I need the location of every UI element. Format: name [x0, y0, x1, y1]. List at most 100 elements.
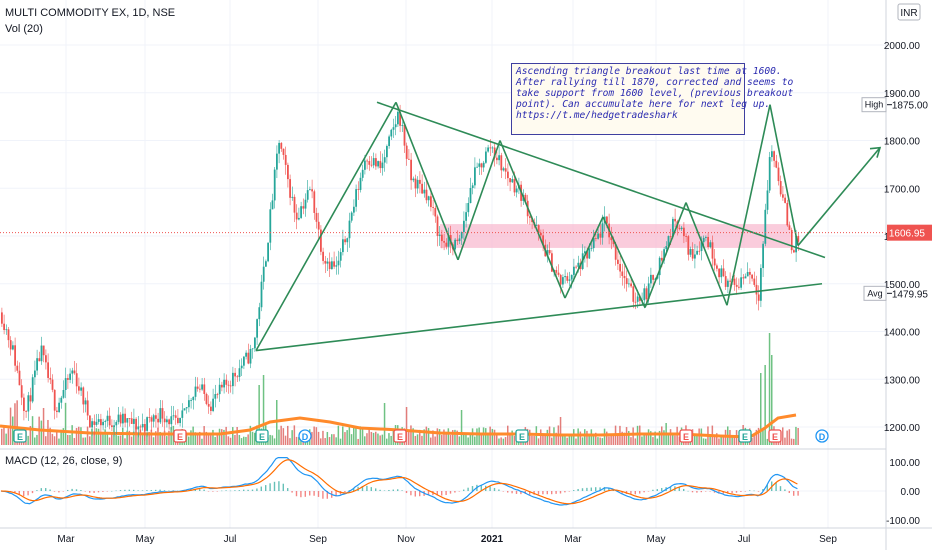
candle-body: [113, 425, 115, 427]
volume-bar: [280, 425, 282, 445]
macd-histogram-bar: [559, 491, 562, 494]
volume-bar: [128, 430, 131, 445]
note-link[interactable]: https://t.me/hedgetradeshark: [516, 110, 678, 121]
time-axis[interactable]: Mar May Jul Sep Nov 2021 Mar May Jul Sep: [57, 534, 837, 545]
zigzag-segment: [797, 147, 881, 247]
volume-bar: [350, 434, 353, 445]
macd-histogram-bar: [696, 491, 698, 493]
volume-bar: [476, 428, 478, 445]
volume-indicator-label[interactable]: Vol (20): [5, 23, 43, 35]
volume-bar: [117, 435, 120, 445]
volume-bar: [511, 430, 513, 445]
earnings-label: E: [397, 432, 403, 442]
macd-histogram-bar: [498, 489, 500, 491]
volume-bar: [205, 431, 208, 445]
candle-wick: [428, 195, 429, 207]
volume-bar: [381, 434, 384, 445]
candle-body: [617, 259, 619, 264]
candle-body: [566, 276, 569, 281]
macd-histogram-bar: [731, 491, 733, 494]
candle-wick: [56, 406, 58, 418]
candle-body: [289, 179, 291, 198]
volume-bar: [199, 431, 201, 445]
volume-bar: [474, 436, 476, 445]
candle-body: [757, 294, 760, 301]
volume-bar: [531, 435, 533, 445]
candle-wick: [74, 360, 75, 375]
macd-axis[interactable]: 100.00 0.00 -100.00: [886, 458, 920, 527]
currency-badge[interactable]: [897, 3, 921, 21]
candle-wick: [674, 208, 676, 227]
earnings-marker: [13, 429, 27, 443]
volume-bar: [410, 425, 412, 445]
volume-bar: [273, 438, 276, 445]
macd-histogram-bar: [652, 489, 654, 491]
candle-body: [361, 169, 364, 178]
volume-bar: [555, 432, 557, 445]
candle-body: [179, 417, 181, 424]
volume-bar: [150, 429, 153, 445]
candle-wick: [190, 397, 192, 409]
candle-body: [524, 194, 527, 201]
macd-histogram-bar: [709, 491, 711, 492]
candle-wick: [151, 415, 152, 432]
candle-body: [166, 419, 168, 423]
volume-bar: [416, 434, 419, 445]
candle-body: [465, 212, 467, 221]
candle-body: [104, 420, 107, 422]
macd-histogram-bar: [203, 489, 205, 491]
candle-body: [614, 244, 617, 260]
analysis-note[interactable]: Ascending triangle breakout last time at…: [511, 63, 793, 135]
candle-body: [152, 415, 155, 422]
volume-bar: [667, 433, 670, 445]
volume-bar: [337, 425, 340, 445]
volume-bar: [647, 429, 650, 445]
candle-body: [82, 387, 85, 405]
volume-bar: [49, 427, 51, 445]
macd-indicator-label[interactable]: MACD (12, 26, close, 9): [5, 455, 122, 467]
volume-bar: [315, 427, 318, 445]
candle-body: [467, 203, 470, 213]
candle-wick: [747, 262, 748, 277]
candle-wick: [63, 380, 64, 399]
volume-bar: [559, 417, 562, 445]
volume-bar: [537, 438, 540, 445]
volume-bar: [317, 431, 320, 445]
macd-histogram-bar: [669, 486, 672, 491]
volume-bar: [654, 431, 656, 445]
candle-body: [458, 238, 461, 242]
candle-body: [240, 365, 243, 369]
macd-histogram-bar: [784, 489, 786, 491]
candle-body: [1, 312, 3, 324]
candle-body: [379, 161, 382, 169]
macd-histogram-bar: [590, 487, 592, 491]
volume-bar: [5, 433, 7, 445]
macd-tick-label: 100.00: [889, 458, 920, 469]
candle-body: [586, 251, 588, 259]
macd-histogram-bar: [449, 491, 452, 494]
candle-body: [621, 271, 624, 277]
candle-body: [691, 249, 694, 259]
macd-histogram-bar: [141, 490, 144, 491]
candle-body: [359, 177, 362, 190]
candle-body: [500, 155, 503, 171]
candle-wick: [217, 392, 218, 399]
macd-histogram-bar: [49, 489, 51, 491]
candle-body: [779, 181, 782, 195]
symbol-title[interactable]: MULTI COMMODITY EX, 1D, NSE: [5, 7, 175, 19]
candle-body: [564, 276, 566, 278]
candle-body: [199, 388, 201, 390]
candle-body: [133, 418, 135, 424]
macd-histogram-bar: [234, 490, 236, 491]
macd-histogram-bar: [740, 491, 742, 492]
candle-body: [183, 408, 186, 411]
volume-bar: [14, 403, 16, 445]
volume-bar: [344, 432, 346, 445]
candle-wick: [85, 397, 86, 413]
candle-wick: [237, 375, 238, 383]
candle-wick: [131, 411, 132, 425]
candle-body: [438, 234, 441, 236]
candle-body: [62, 389, 65, 398]
macd-histogram-bar: [97, 491, 100, 493]
candle-body: [14, 345, 16, 366]
